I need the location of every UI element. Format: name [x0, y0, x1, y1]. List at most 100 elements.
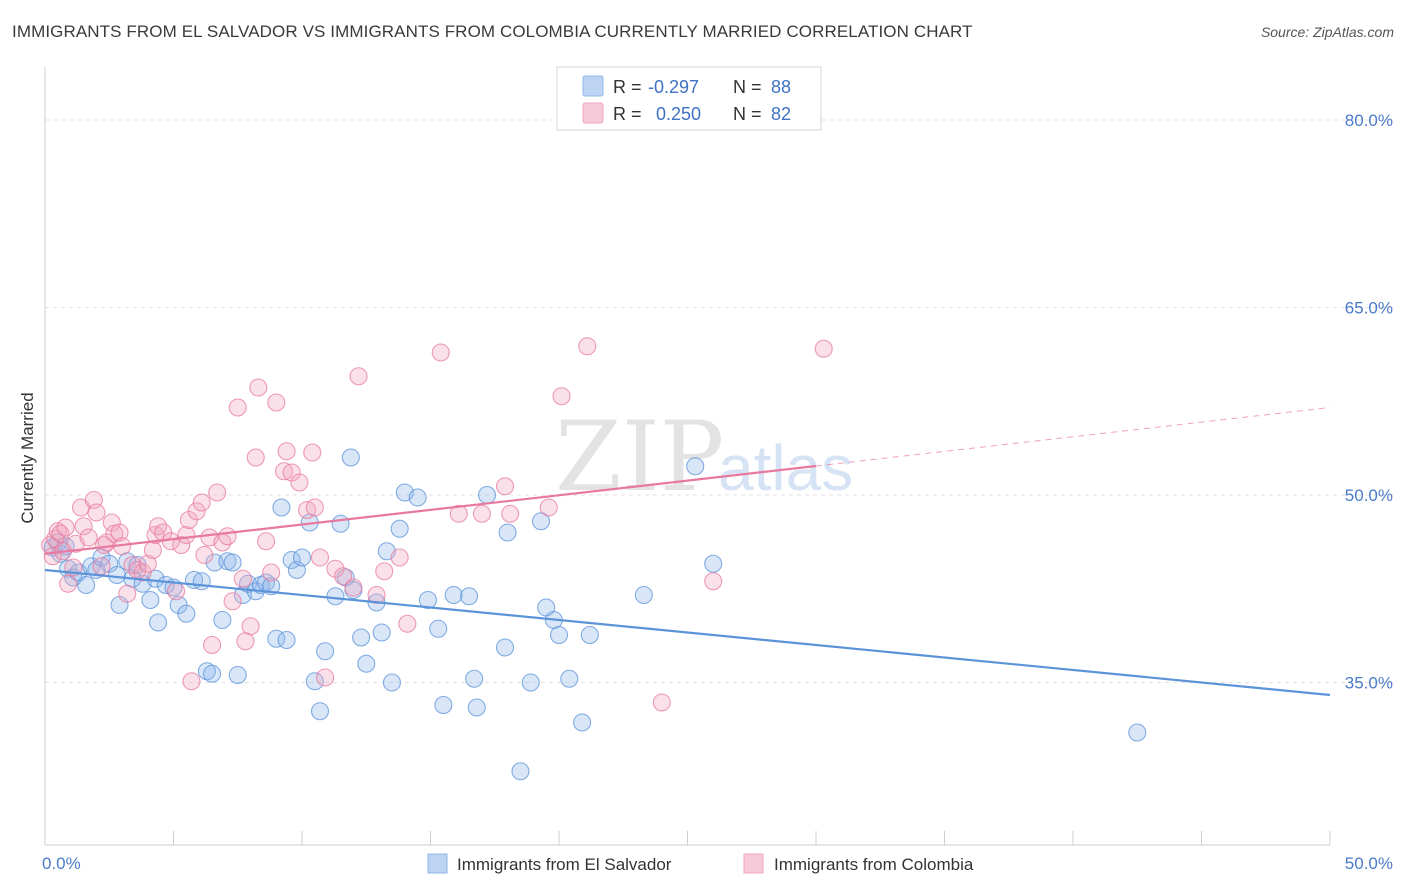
- y-tick-label: 65.0%: [1345, 299, 1393, 318]
- y-tick-label: 50.0%: [1345, 486, 1393, 505]
- point-el-salvador: [282, 550, 301, 570]
- point-el-salvador: [305, 672, 324, 691]
- point-el-salvador: [467, 698, 486, 717]
- point-el-salvador: [341, 448, 360, 467]
- point-colombia: [218, 527, 237, 546]
- point-colombia: [578, 337, 597, 356]
- watermark-zip: ZIP: [555, 401, 724, 513]
- point-colombia: [203, 635, 222, 655]
- legend-r-label-2: R =: [613, 104, 642, 124]
- point-el-salvador: [77, 575, 96, 595]
- point-colombia: [290, 473, 309, 492]
- point-el-salvador: [292, 548, 312, 567]
- trend-lines: [44, 407, 1331, 697]
- point-colombia: [249, 378, 268, 397]
- chart-title: IMMIGRANTS FROM EL SALVADOR VS IMMIGRANT…: [12, 22, 973, 41]
- point-el-salvador: [228, 665, 247, 685]
- legend-n-label-1: N =: [733, 77, 762, 97]
- legend-swatch-blue: [582, 75, 604, 97]
- point-colombia: [305, 498, 324, 517]
- point-el-salvador: [465, 669, 484, 688]
- point-el-salvador: [223, 553, 242, 572]
- point-colombia: [472, 504, 491, 523]
- point-colombia: [501, 504, 520, 523]
- point-el-salvador: [238, 574, 258, 593]
- point-colombia: [256, 532, 276, 551]
- point-colombia: [495, 477, 515, 496]
- point-colombia: [102, 513, 121, 532]
- point-el-salvador: [573, 713, 592, 732]
- point-el-salvador: [477, 485, 497, 505]
- series-swatch-el-salvador: [427, 853, 448, 874]
- point-colombia: [182, 672, 201, 691]
- point-colombia: [74, 517, 93, 536]
- watermark-atlas: atlas: [718, 432, 853, 504]
- point-colombia: [233, 569, 252, 588]
- point-el-salvador: [310, 702, 330, 721]
- point-el-salvador: [197, 662, 216, 681]
- point-colombia: [236, 632, 255, 651]
- point-el-salvador: [177, 604, 196, 623]
- point-colombia: [133, 563, 152, 582]
- series-label-el-salvador: Immigrants from El Salvador: [457, 855, 672, 874]
- point-el-salvador: [429, 619, 448, 638]
- legend-swatch-pink: [582, 102, 604, 124]
- point-el-salvador: [560, 669, 579, 688]
- trend-line-colombia: [44, 464, 817, 555]
- point-colombia: [274, 462, 294, 481]
- legend-r-label-1: R =: [613, 77, 642, 97]
- legend: R = -0.297 N = 88 R = 0.250 N = 82: [556, 66, 822, 131]
- point-colombia: [177, 525, 196, 545]
- point-colombia: [367, 585, 386, 605]
- point-el-salvador: [141, 590, 160, 610]
- point-el-salvador: [444, 585, 463, 605]
- x-tick-label-start: 0.0%: [42, 854, 81, 873]
- point-colombia: [349, 367, 368, 386]
- point-el-salvador: [459, 587, 479, 606]
- point-el-salvador: [521, 673, 540, 692]
- point-el-salvador: [192, 572, 211, 591]
- x-tick-labels: 0.0% 50.0%: [42, 854, 1393, 873]
- point-colombia: [303, 443, 322, 462]
- series-label-colombia: Immigrants from Colombia: [774, 855, 974, 874]
- point-colombia: [143, 540, 162, 560]
- axes: [44, 67, 1331, 846]
- point-el-salvador: [1128, 723, 1147, 742]
- point-colombia: [310, 548, 330, 567]
- point-colombia: [704, 572, 723, 591]
- point-el-salvador: [498, 523, 517, 542]
- point-el-salvador: [408, 488, 427, 507]
- point-colombia: [241, 617, 260, 636]
- y-tick-label: 80.0%: [1345, 111, 1393, 130]
- point-colombia: [326, 559, 345, 578]
- point-colombia: [539, 498, 558, 517]
- point-colombia: [195, 545, 214, 565]
- point-colombia: [552, 387, 571, 406]
- point-colombia: [449, 504, 468, 523]
- point-colombia: [167, 582, 186, 601]
- legend-r-value-1: -0.297: [648, 77, 699, 97]
- point-el-salvador: [107, 565, 127, 585]
- legend-n-label-2: N =: [733, 104, 762, 124]
- point-colombia: [208, 483, 227, 502]
- point-colombia: [398, 614, 417, 633]
- point-colombia: [267, 393, 286, 412]
- point-colombia: [814, 339, 833, 358]
- point-el-salvador: [203, 664, 222, 683]
- point-el-salvador: [634, 585, 653, 605]
- point-colombia: [246, 448, 265, 467]
- point-colombia: [59, 574, 78, 593]
- point-colombia: [223, 592, 242, 611]
- point-colombia: [282, 463, 301, 482]
- point-el-salvador: [372, 623, 391, 642]
- point-el-salvador: [331, 514, 350, 533]
- point-el-salvador: [531, 512, 551, 531]
- point-colombia: [187, 502, 206, 521]
- point-el-salvador: [511, 762, 530, 781]
- point-el-salvador: [390, 519, 409, 538]
- point-colombia: [277, 442, 296, 461]
- point-el-salvador: [272, 498, 291, 517]
- point-colombia: [79, 528, 98, 547]
- point-el-salvador: [316, 642, 335, 661]
